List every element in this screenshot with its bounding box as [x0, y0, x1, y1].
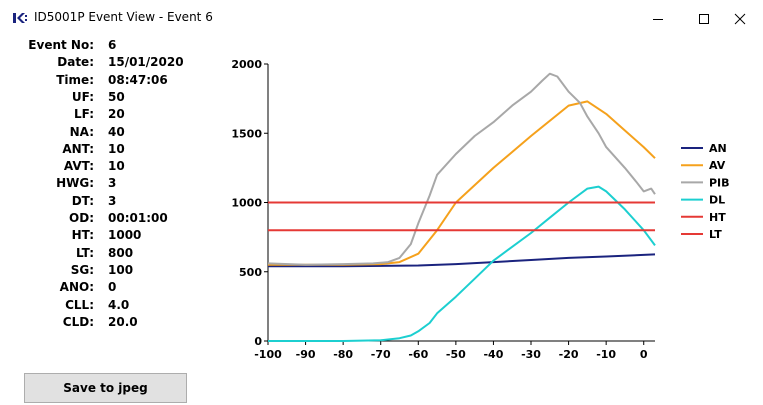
info-label: OD:: [69, 211, 94, 225]
legend-label: PIB: [709, 176, 730, 189]
series-line-av: [268, 100, 656, 266]
info-value: 3: [108, 193, 117, 208]
x-tick-label: 0: [640, 348, 648, 359]
info-value: 00:01:00: [108, 211, 168, 225]
info-label: ANO:: [59, 280, 94, 295]
legend-label: DL: [709, 194, 725, 207]
info-label: NA:: [69, 124, 94, 139]
y-tick-label: 1500: [231, 127, 262, 140]
info-row: LT: 800: [0, 245, 220, 261]
info-label: CLD:: [62, 314, 94, 329]
series-line-pib: [267, 72, 656, 266]
info-label: LF:: [74, 107, 94, 122]
info-row: AVT: 10: [0, 158, 220, 174]
info-label: UF:: [71, 89, 94, 104]
series-line-dl: [268, 185, 656, 342]
info-label: CLL:: [65, 297, 94, 312]
maximize-icon: [699, 14, 709, 24]
info-label: HT:: [71, 228, 94, 243]
info-row: Event No: 6: [0, 37, 220, 53]
info-value: 08:47:06: [108, 72, 168, 87]
info-value: 50: [108, 89, 125, 104]
info-label: HWG:: [56, 176, 94, 191]
info-value: 0: [108, 280, 117, 295]
info-value: 10: [108, 159, 125, 174]
x-tick-label: -50: [446, 348, 466, 359]
x-tick-label: -90: [296, 348, 316, 359]
info-value: 40: [108, 124, 125, 139]
info-label: Event No:: [28, 38, 94, 52]
info-row: DT: 3: [0, 193, 220, 209]
x-tick-label: -10: [596, 348, 616, 359]
info-value: 800: [108, 245, 134, 260]
info-row: ANO: 0: [0, 279, 220, 295]
x-tick-label: -60: [408, 348, 428, 359]
close-button[interactable]: [717, 0, 763, 38]
info-row: OD: 00:01:00: [0, 210, 220, 226]
info-label: Date:: [57, 55, 94, 70]
info-value: 100: [108, 262, 134, 277]
minimize-button[interactable]: [635, 0, 681, 38]
info-value: 6: [108, 38, 117, 52]
info-label: Time:: [56, 72, 94, 87]
x-tick-label: -20: [559, 348, 579, 359]
info-value: 10: [108, 141, 125, 156]
y-tick-label: 1000: [231, 197, 262, 210]
window-title: ID5001P Event View - Event 6: [34, 10, 213, 24]
x-tick-label: -80: [333, 348, 353, 359]
series-line-an: [268, 253, 656, 268]
info-row: UF: 50: [0, 89, 220, 105]
minimize-icon: [653, 19, 663, 20]
info-row: HT: 1000: [0, 227, 220, 243]
info-label: ANT:: [62, 141, 94, 156]
info-value: 20.0: [108, 314, 138, 329]
info-value: 4.0: [108, 297, 130, 312]
info-row: LF: 20: [0, 106, 220, 122]
info-row: HWG: 3: [0, 175, 220, 191]
info-value: 15/01/2020: [108, 55, 184, 70]
save-to-jpeg-button[interactable]: Save to jpeg: [24, 373, 187, 403]
legend-label: AN: [709, 142, 727, 155]
info-label: DT:: [71, 193, 94, 208]
y-tick-label: 2000: [231, 58, 262, 71]
info-row: CLD: 20.0: [0, 314, 220, 330]
x-tick-label: -70: [371, 348, 391, 359]
x-tick-label: -30: [521, 348, 541, 359]
legend-label: HT: [709, 211, 726, 224]
info-label: LT:: [76, 245, 94, 260]
info-row: Date: 15/01/2020: [0, 54, 220, 70]
info-label: AVT:: [63, 159, 94, 174]
x-tick-label: -40: [483, 348, 503, 359]
id-app-icon: [13, 13, 27, 23]
info-value: 20: [108, 107, 125, 122]
info-label: SG:: [70, 262, 94, 277]
legend-label: LT: [709, 228, 722, 241]
x-tick-label: -100: [254, 348, 282, 359]
info-row: NA: 40: [0, 124, 220, 140]
info-row: CLL: 4.0: [0, 297, 220, 313]
info-row: Time: 08:47:06: [0, 72, 220, 88]
info-row: SG: 100: [0, 262, 220, 278]
y-tick-label: 0: [254, 335, 262, 348]
legend-label: AV: [709, 159, 726, 172]
info-value: 3: [108, 176, 117, 191]
info-row: ANT: 10: [0, 141, 220, 157]
y-tick-label: 500: [239, 266, 262, 279]
title-bar[interactable]: ID5001P Event View - Event 6: [0, 0, 763, 38]
close-icon: [734, 13, 746, 25]
maximize-button[interactable]: [681, 0, 727, 38]
info-value: 1000: [108, 228, 142, 243]
